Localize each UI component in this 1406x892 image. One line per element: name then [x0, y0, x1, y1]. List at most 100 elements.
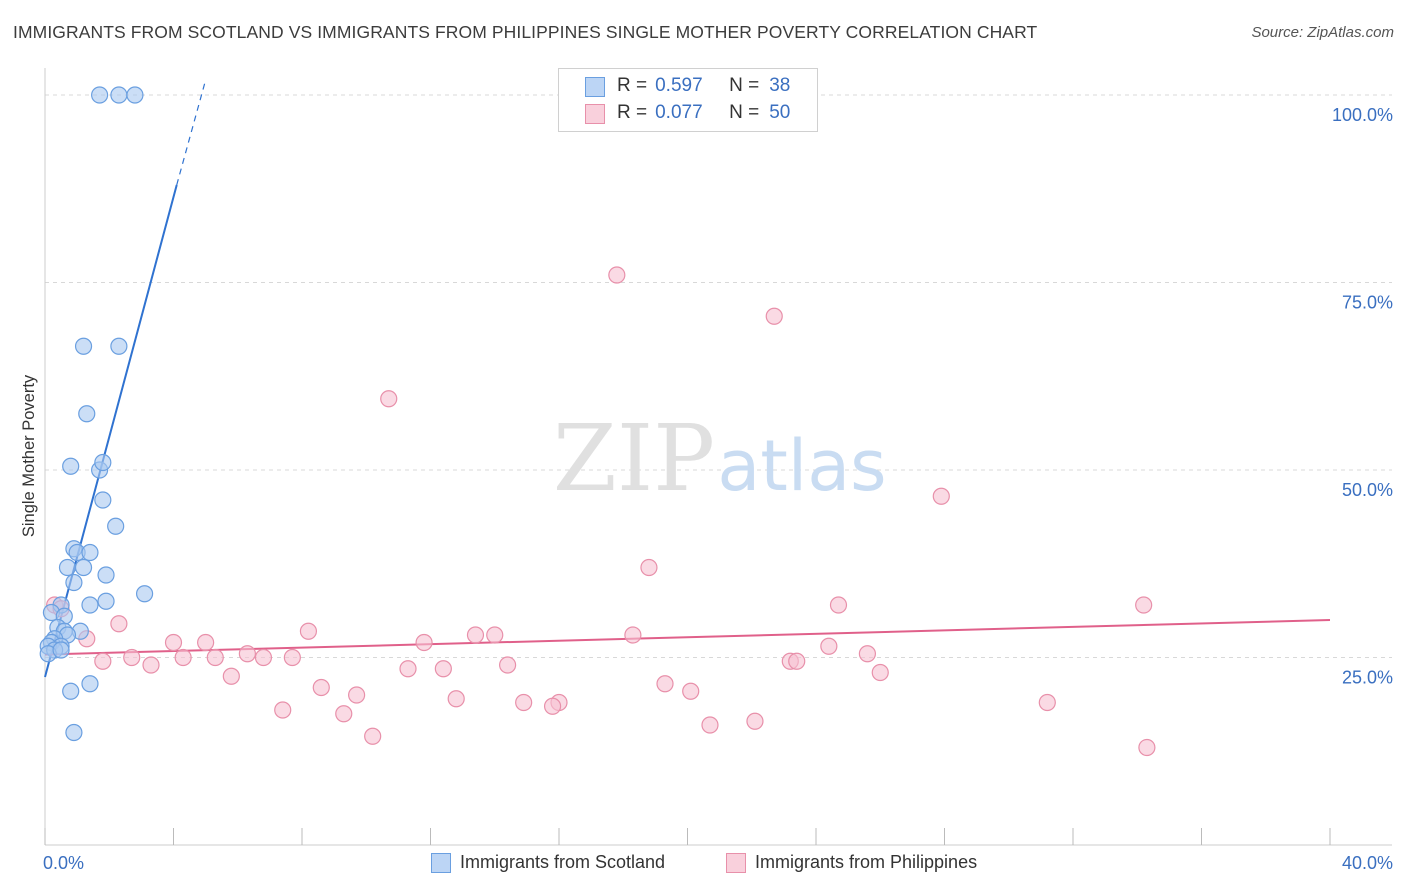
philippines-point [1038, 693, 1056, 712]
scotland-point [107, 517, 125, 535]
stats-r-label: R = [617, 102, 648, 123]
stats-r-value: 0.077 [655, 102, 703, 123]
y-tick-label: 100.0% [1332, 105, 1393, 125]
stats-n-value: 38 [769, 75, 791, 96]
y-tick-label: 50.0% [1342, 480, 1393, 500]
stats-n-value: 50 [769, 102, 791, 123]
philippines-point [335, 705, 353, 723]
philippines-point [434, 660, 452, 678]
y-tick-label: 25.0% [1342, 668, 1393, 688]
philippines-trend-line [44, 619, 1331, 656]
stats-legend: R = 0.597 N = 38 R = 0.077 N = 50 [558, 68, 818, 132]
scotland-point [94, 453, 112, 472]
philippines-point [499, 656, 517, 674]
scotland-point [65, 723, 83, 742]
philippines-point [765, 307, 783, 325]
scotland-swatch [585, 77, 605, 97]
watermark: ZIP atlas [553, 405, 887, 512]
scotland-point [65, 573, 83, 592]
philippines-point [110, 615, 128, 633]
x-tick-label: 0.0% [43, 853, 84, 873]
philippines-point [746, 712, 764, 730]
legend-item-scotland: Immigrants from Scotland [431, 852, 665, 873]
stats-row-scotland: R = 0.597 N = 38 [585, 75, 791, 97]
scotland-point [52, 641, 70, 659]
scotland-point [97, 566, 115, 584]
philippines-point [174, 648, 192, 667]
philippines-point [871, 663, 889, 682]
philippines-point [624, 626, 642, 644]
philippines-point [447, 690, 465, 708]
axes [44, 68, 1392, 846]
philippines-point [254, 648, 273, 667]
philippines-point [206, 648, 224, 667]
philippines-legend-swatch [726, 852, 746, 873]
philippines-point [312, 678, 330, 697]
philippines-point [515, 693, 533, 712]
legend-label-philippines: Immigrants from Philippines [755, 852, 978, 872]
philippines-point [608, 266, 626, 284]
scotland-trend-line [44, 184, 178, 678]
scotland-point [110, 337, 128, 355]
philippines-point [94, 652, 112, 670]
grid-lines [45, 94, 1392, 658]
philippines-point [222, 667, 240, 685]
philippines-point [348, 686, 366, 704]
legend-item-philippines: Immigrants from Philippines [726, 852, 977, 873]
philippines-point [1135, 596, 1153, 614]
philippines-point [364, 727, 382, 745]
tick-labels: 25.0% 50.0% 75.0% 100.0% 0.0% 40.0% [43, 105, 1393, 873]
watermark-atlas: atlas [717, 425, 886, 507]
philippines-point [788, 652, 806, 670]
scotland-point [97, 592, 115, 610]
philippines-point [123, 648, 141, 667]
scotland-point [78, 405, 96, 423]
philippines-point [415, 633, 433, 652]
scotland-point [126, 86, 144, 104]
philippines-point [238, 645, 256, 663]
source-label: Source: ZipAtlas.com [1251, 24, 1394, 41]
scotland-point [81, 543, 99, 562]
philippines-point [486, 626, 504, 644]
chart-title: IMMIGRANTS FROM SCOTLAND VS IMMIGRANTS F… [13, 22, 1038, 42]
stats-row-philippines: R = 0.077 N = 50 [585, 102, 791, 124]
philippines-point [932, 487, 950, 505]
philippines-point [682, 682, 700, 700]
legend-label-scotland: Immigrants from Scotland [460, 852, 666, 872]
philippines-point [543, 697, 562, 715]
philippines-point [820, 637, 838, 655]
scotland-point [91, 86, 109, 104]
philippines-point [829, 596, 848, 614]
philippines-swatch [585, 104, 605, 124]
stats-n-label: N = [729, 102, 760, 123]
stats-r-value: 0.597 [655, 75, 703, 96]
philippines-point [656, 675, 674, 693]
philippines-point [1138, 738, 1156, 757]
y-tick-label: 75.0% [1342, 293, 1393, 313]
data-points [39, 86, 1156, 757]
scotland-point [81, 596, 99, 614]
scotland-legend-swatch [431, 852, 451, 873]
y-axis-label: Single Mother Poverty [20, 374, 38, 537]
philippines-point [466, 626, 485, 644]
scotland-point [81, 675, 99, 693]
scotland-point [58, 558, 77, 577]
scotland-point [74, 337, 93, 355]
scotland-point [74, 558, 93, 577]
philippines-point [640, 558, 658, 577]
philippines-point [858, 645, 877, 663]
philippines-point [380, 390, 398, 408]
philippines-point [197, 633, 215, 652]
watermark-zip: ZIP [553, 405, 715, 512]
philippines-point [399, 660, 417, 678]
scotland-point [110, 86, 128, 104]
scotland-trend-extension [176, 79, 207, 186]
trend-lines [44, 79, 1331, 678]
philippines-point [283, 648, 301, 667]
stats-n-label: N = [729, 75, 760, 96]
philippines-point [299, 622, 318, 640]
scotland-point [62, 457, 80, 475]
stats-r-label: R = [617, 75, 648, 96]
scotland-point [94, 491, 112, 509]
